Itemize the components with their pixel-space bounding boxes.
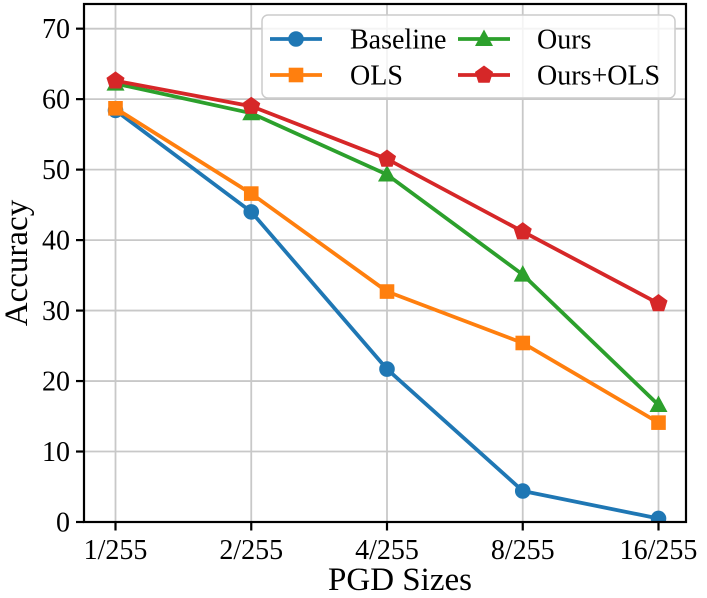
marker-pentagon: [649, 294, 668, 312]
y-tick-label: 0: [56, 508, 70, 539]
plot-border: [82, 2, 688, 524]
x-axis-label: PGD Sizes: [328, 562, 472, 598]
y-axis-label: Accuracy: [0, 199, 35, 326]
marker-triangle-up: [649, 395, 668, 413]
x-tick-label: 16/255: [620, 535, 698, 566]
marker-circle: [650, 510, 667, 522]
marker-square: [379, 284, 395, 299]
marker-pentagon: [106, 71, 125, 89]
marker-triangle-up: [475, 29, 493, 46]
y-tick-label: 70: [42, 14, 70, 45]
marker-pentagon: [377, 149, 397, 167]
legend: Baseline OLS Ours Ours+OLS: [261, 14, 676, 99]
marker-triangle-up: [513, 265, 532, 282]
marker-circle: [379, 361, 395, 377]
marker-square: [515, 335, 531, 351]
marker-pentagon: [474, 65, 494, 83]
marker-square: [243, 186, 259, 201]
legend-label: OLS: [350, 61, 403, 92]
series-ols: [108, 101, 666, 430]
marker-pentagon: [242, 96, 261, 114]
y-tick-label: 50: [42, 155, 70, 186]
legend-label: Ours: [537, 25, 591, 56]
marker-triangle-up: [378, 165, 396, 182]
marker-circle: [514, 483, 531, 499]
y-tick-label: 10: [42, 437, 70, 468]
legend-label: Ours+OLS: [537, 61, 660, 92]
tick-label-layer: 0 10 20 30 40 50 60 70 1/255 2/255 4/255 8/255 16/25…: [42, 14, 697, 566]
legend-item-ours: Ours: [458, 25, 591, 56]
x-tick-label: 1/255: [84, 535, 148, 566]
legend-label: Baseline: [350, 25, 446, 56]
legend-item-ols: OLS: [270, 61, 403, 92]
y-tick-label: 40: [42, 226, 70, 257]
marker-circle: [243, 204, 260, 220]
series-baseline: [107, 102, 667, 522]
series-layer: [106, 71, 668, 522]
marker-circle: [288, 31, 304, 47]
legend-item-baseline: Baseline: [270, 25, 446, 56]
x-tick-label: 2/255: [219, 535, 283, 566]
marker-square: [651, 415, 666, 430]
marker-pentagon: [513, 222, 532, 240]
y-tick-label: 60: [42, 85, 70, 116]
y-tick-label: 30: [42, 296, 70, 327]
x-tick-label: 4/255: [355, 535, 419, 566]
axes-layer: [76, 2, 688, 531]
series-ours-ols: [106, 71, 668, 312]
legend-item-ours-ols: Ours+OLS: [458, 61, 660, 92]
y-tick-label: 20: [42, 367, 70, 398]
marker-square: [108, 101, 123, 116]
marker-square: [288, 67, 304, 83]
x-tick-label: 8/255: [491, 535, 555, 566]
legend-frame: [261, 14, 676, 99]
